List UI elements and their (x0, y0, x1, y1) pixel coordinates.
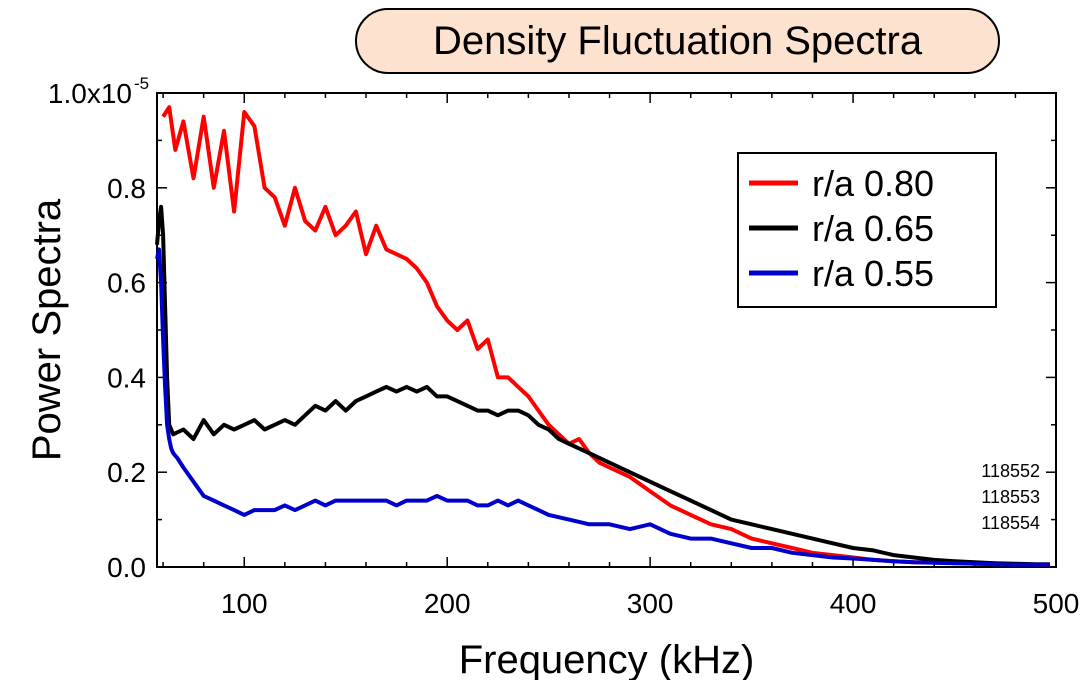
chart-title: Density Fluctuation Spectra (355, 8, 1000, 74)
y-tick-label: 0.2 (107, 457, 146, 488)
y-tick-label: 0.4 (107, 362, 146, 393)
shot-number-annotation: 118553 (981, 487, 1040, 507)
x-tick-label: 100 (221, 588, 268, 619)
shot-number-annotation: 118552 (981, 461, 1040, 481)
x-tick-label: 300 (627, 588, 674, 619)
y-tick-label: 1.0x10 (48, 78, 132, 109)
shot-number-annotation: 118554 (981, 513, 1040, 533)
legend-label-1: r/a 0.65 (812, 208, 934, 249)
legend-box (737, 152, 997, 308)
y-axis-label: Power Spectra (25, 198, 69, 461)
series-line-1 (155, 204, 1050, 567)
x-axis-label: Frequency (kHz) (459, 638, 755, 680)
y-tick-label: 0.0 (107, 552, 146, 583)
y-tick-label: 0.8 (107, 173, 146, 204)
y-exponent: -5 (134, 74, 149, 93)
legend-label-0: r/a 0.80 (812, 163, 934, 204)
y-tick-label: 0.6 (107, 268, 146, 299)
series-line-0 (161, 105, 1050, 567)
x-tick-label: 500 (1033, 588, 1080, 619)
series-line-2 (155, 247, 1050, 567)
legend-label-2: r/a 0.55 (812, 253, 934, 294)
x-tick-label: 200 (424, 588, 471, 619)
x-tick-label: 400 (830, 588, 877, 619)
